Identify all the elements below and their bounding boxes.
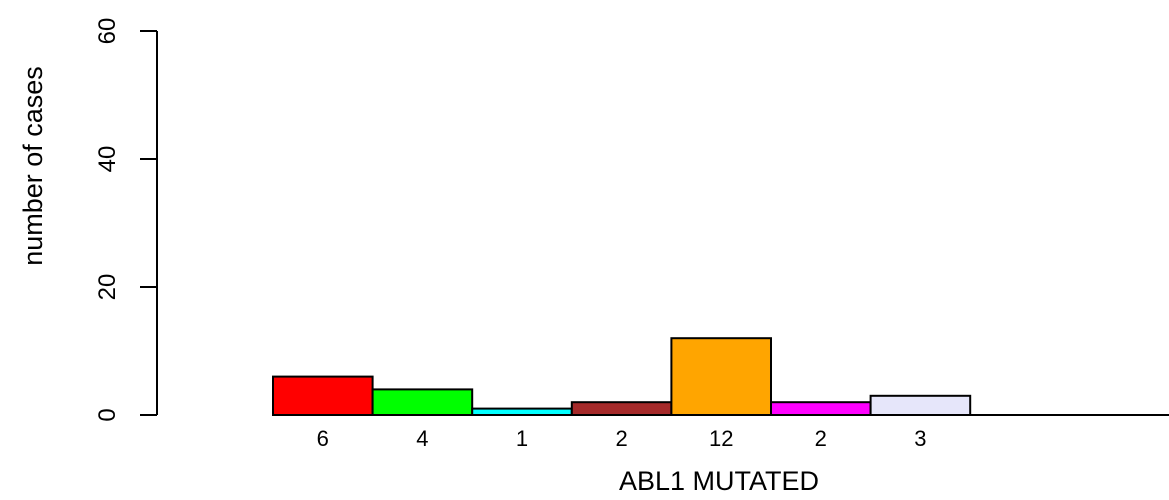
y-tick-label: 0: [94, 408, 121, 421]
bar-value-label: 1: [516, 426, 528, 451]
bar: [869, 394, 972, 416]
y-axis-title: number of cases: [18, 66, 48, 266]
bar: [371, 388, 474, 416]
y-tick-label: 40: [94, 146, 121, 173]
value-labels-group: 6 4 1 2 12 2 3: [317, 426, 927, 451]
bar-value-label: 2: [615, 426, 627, 451]
y-tick-label: 20: [94, 274, 121, 301]
x-axis-title: ABL1 MUTATED: [619, 466, 819, 496]
bar: [670, 337, 773, 417]
y-axis: 0 20 40 60: [94, 18, 158, 422]
bar-value-label: 4: [416, 426, 428, 451]
bar-value-label: 3: [914, 426, 926, 451]
bars-group: [272, 337, 972, 417]
bar: [570, 401, 673, 417]
bar: [272, 375, 374, 417]
y-tick-label: 60: [94, 18, 121, 45]
bar-value-label: 12: [709, 426, 733, 451]
bar-value-label: 6: [317, 426, 329, 451]
bar-value-label: 2: [815, 426, 827, 451]
bar: [770, 401, 872, 417]
